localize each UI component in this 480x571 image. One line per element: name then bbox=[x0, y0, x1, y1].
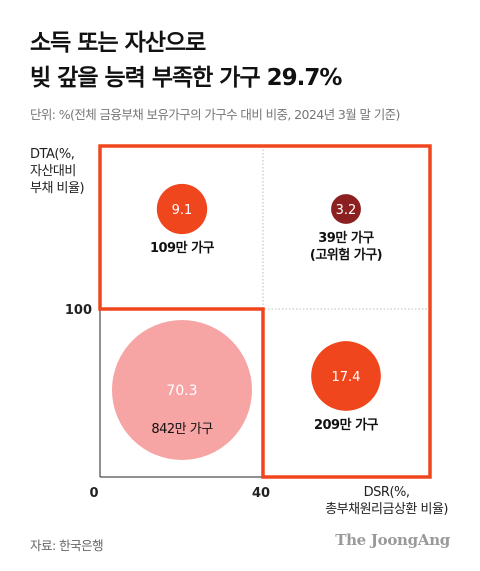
chart-title: 소득 또는 자산으로 빚 갚을 능력 부족한 가구 29.7% bbox=[30, 26, 342, 96]
y-axis-label-line-1: DTA(%, bbox=[30, 147, 75, 162]
bubble-layer: 70.3 842만 가구 9.1 109만 가구 3.2 39만 가구(고위험 가구) 17… bbox=[112, 183, 383, 460]
bubble-value-0: 70.3 bbox=[166, 383, 197, 399]
vulnerable-region-outline bbox=[98, 144, 432, 479]
title-line-2: 빚 갚을 능력 부족한 가구 29.7% bbox=[30, 65, 342, 91]
bubble-caption-2-line-0: 39만 가구 bbox=[318, 230, 374, 246]
title-line-1: 소득 또는 자산으로 bbox=[30, 30, 206, 56]
tick-layer: 0 40 100 bbox=[65, 303, 270, 501]
chart-subtitle: 단위: %(전체 금융부채 보유가구의 가구수 대비 비중, 2024년 3월 … bbox=[30, 107, 400, 122]
source-note: 자료: 한국은행 bbox=[30, 538, 104, 553]
bubble-caption-3: 209만 가구 bbox=[314, 417, 379, 433]
bubble-0 bbox=[112, 320, 252, 460]
y-axis-label: DTA(%, 자산대비 부채 비율) bbox=[30, 146, 85, 197]
bubble-value-1: 9.1 bbox=[172, 203, 193, 218]
bubble-caption-0: 842만 가구 bbox=[151, 422, 213, 437]
bubble-caption-2-line-1: (고위험 가구) bbox=[310, 247, 382, 263]
bubble-1 bbox=[156, 183, 208, 235]
y-axis-label-line-2: 자산대비 bbox=[30, 164, 76, 179]
x-axis-label: DSR(%, 총부채원리금상환 비율) bbox=[325, 484, 448, 518]
y-tick-label-100: 100 bbox=[65, 303, 92, 318]
bubble-2 bbox=[331, 194, 361, 224]
highlight-layer bbox=[98, 144, 432, 479]
publisher-logo: The JoongAng bbox=[335, 531, 450, 549]
y-axis-label-line-3: 부채 비율) bbox=[30, 181, 85, 196]
x-axis-label-line-1: DSR(%, bbox=[363, 485, 410, 500]
x-tick-label-40: 40 bbox=[252, 486, 270, 501]
bubble-caption-1: 109만 가구 bbox=[150, 240, 215, 256]
x-tick-label-0: 0 bbox=[89, 486, 98, 501]
bubble-value-3: 17.4 bbox=[332, 370, 361, 385]
x-axis-label-line-2: 총부채원리금상환 비율) bbox=[325, 502, 448, 517]
bubble-value-2: 3.2 bbox=[336, 203, 357, 218]
bubble-3 bbox=[311, 341, 381, 411]
